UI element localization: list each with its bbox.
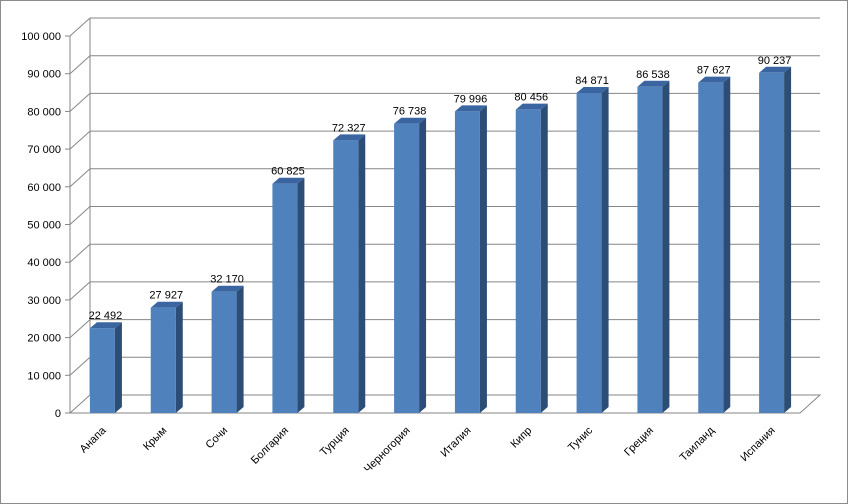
bar-top xyxy=(150,301,183,308)
bar xyxy=(576,87,609,414)
gridline-side xyxy=(69,130,91,150)
y-tick-label: 50 000 xyxy=(27,220,61,232)
data-label: 60 825 xyxy=(271,166,305,178)
bar xyxy=(272,177,305,413)
y-tick-label: 0 xyxy=(55,408,61,420)
gridline-side xyxy=(69,356,91,376)
gridline-side xyxy=(69,281,91,301)
x-tick-label: Крым xyxy=(141,425,169,453)
data-label: 76 738 xyxy=(393,106,427,118)
x-tick-label: Турция xyxy=(318,425,352,459)
bar-top xyxy=(211,285,244,292)
bar-front xyxy=(515,109,541,413)
data-label: 72 327 xyxy=(332,122,366,134)
bar xyxy=(333,134,366,413)
data-label: 84 871 xyxy=(575,75,609,87)
data-label: 27 927 xyxy=(149,290,183,302)
data-label: 80 456 xyxy=(514,92,548,104)
x-tick-label: Таиланд xyxy=(678,424,718,464)
x-tick-label: Болгария xyxy=(249,425,291,467)
y-tick-labels: 0 10 000 20 000 30 000 40 000 50 000 60 000 70 … xyxy=(21,31,61,420)
bar-top xyxy=(333,134,366,141)
y-tick-label: 20 000 xyxy=(27,333,61,345)
bar-side xyxy=(419,117,427,413)
x-tick-label: Испания xyxy=(738,425,777,464)
bar-top xyxy=(759,66,792,73)
bar-side xyxy=(358,134,366,413)
bar xyxy=(211,285,244,413)
x-tick-label: Сочи xyxy=(204,425,231,452)
bar-top xyxy=(272,177,305,184)
x-tick-labels: Анапа Крым Сочи Болгария Турция Черногория Ита… xyxy=(78,424,778,475)
y-tick-label: 60 000 xyxy=(27,182,61,194)
bar xyxy=(89,322,122,413)
bar-front xyxy=(333,140,359,413)
bar-side xyxy=(540,103,548,413)
y-tick-label: 90 000 xyxy=(27,69,61,81)
bar-front xyxy=(272,183,298,413)
x-tick-label: Тунис xyxy=(566,424,596,454)
data-label: 90 237 xyxy=(758,55,792,67)
y-tick-label: 70 000 xyxy=(27,144,61,156)
gridline-side xyxy=(69,319,91,338)
y-tick-label: 80 000 xyxy=(27,106,61,118)
bar-top xyxy=(698,76,731,83)
bar-top xyxy=(89,322,122,329)
bar xyxy=(150,301,183,413)
bar-front xyxy=(89,328,115,413)
bar-top xyxy=(454,105,487,112)
y-tick-label: 100 000 xyxy=(21,31,61,43)
x-tick-label: Черногория xyxy=(362,425,413,476)
y-tick-label: 30 000 xyxy=(27,295,61,307)
data-label: 22 492 xyxy=(89,310,123,322)
bar-side xyxy=(601,87,609,414)
x-tick-label: Италия xyxy=(439,425,474,460)
bar xyxy=(637,80,670,413)
bar xyxy=(394,117,427,413)
bar-front xyxy=(637,86,663,413)
data-labels: 22 492 27 927 32 170 60 825 72 327 76 738 79 9… xyxy=(89,55,792,322)
floor xyxy=(68,394,822,414)
bar-top xyxy=(576,87,609,94)
bar-top xyxy=(637,80,670,87)
x-tick-label: Кипр xyxy=(508,425,534,451)
gridline-side xyxy=(69,17,91,37)
bar-side xyxy=(175,301,183,413)
bar-front xyxy=(698,82,724,413)
bar xyxy=(759,66,792,413)
bar-side xyxy=(236,285,244,413)
bar-side xyxy=(479,105,487,414)
gridline-side xyxy=(69,243,91,263)
bar-front xyxy=(150,307,176,413)
bar xyxy=(698,76,731,413)
bar-top xyxy=(394,117,427,124)
gridline-side xyxy=(69,55,91,75)
data-label: 79 996 xyxy=(454,93,488,105)
y-tick-label: 40 000 xyxy=(27,257,61,269)
data-label: 87 627 xyxy=(697,65,731,77)
bar xyxy=(515,103,548,413)
bars xyxy=(89,66,792,414)
bar-front xyxy=(454,111,480,414)
data-label: 86 538 xyxy=(636,69,670,81)
gridline-side xyxy=(69,168,91,188)
bar-side xyxy=(114,322,122,413)
y-tick-label: 10 000 xyxy=(27,370,61,382)
bar-front xyxy=(211,291,237,413)
bar-top xyxy=(515,103,548,110)
bar-side xyxy=(784,66,792,413)
bar-side xyxy=(723,76,731,413)
x-tick-label: Греция xyxy=(622,425,656,459)
bar-front xyxy=(394,123,420,413)
gridline-side xyxy=(69,93,91,112)
bar-side xyxy=(662,80,670,413)
gridline-side xyxy=(69,206,91,225)
data-label: 32 170 xyxy=(210,274,244,286)
x-tick-label: Анапа xyxy=(78,424,109,455)
bar-front xyxy=(759,72,785,413)
bar xyxy=(454,105,487,414)
bar-front xyxy=(576,93,602,414)
bar-side xyxy=(297,177,305,413)
